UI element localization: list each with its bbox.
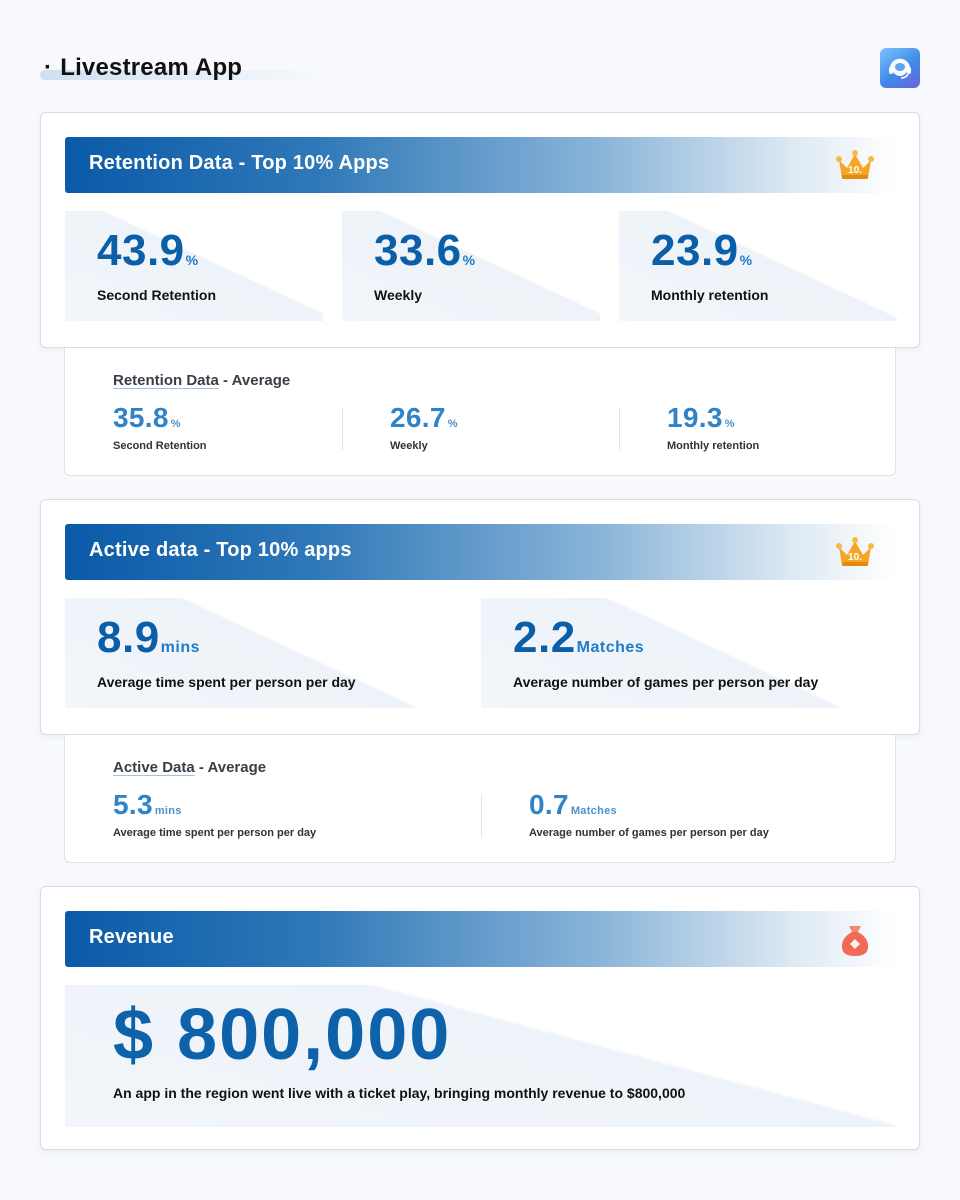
active-avg-title: Active Data - Average — [113, 759, 267, 776]
revenue-description: An app in the region went live with a ti… — [113, 1085, 686, 1101]
metric-label: Monthly retention — [667, 440, 760, 452]
metric-value: 23.9% — [651, 226, 753, 275]
title-underline — [40, 70, 320, 80]
metric-label: Monthly retention — [651, 287, 769, 303]
metric-value: 19.3% — [667, 402, 735, 433]
metric-value: 0.7 Matches — [529, 789, 617, 820]
metric-value: 33.6% — [374, 226, 476, 275]
metric-label: Weekly — [374, 287, 422, 303]
retention-avg-card: Retention Data - Average 35.8% Second Re… — [64, 348, 896, 476]
metric-value: 43.9% — [97, 226, 199, 275]
divider — [619, 408, 620, 450]
metric-value: 8.9mins — [97, 613, 201, 662]
divider — [342, 408, 343, 450]
metric-value: 26.7% — [390, 402, 458, 433]
metric-label: Second Retention — [97, 287, 217, 303]
metric-label: Weekly — [390, 440, 428, 452]
active-top-banner: Active data - Top 10% apps 10. — [65, 524, 897, 580]
retention-top-second: 43.9% Second Retention — [65, 211, 323, 321]
active-avg-games: 0.7 Matches Average number of games per p… — [529, 791, 769, 851]
active-top-games: 2.2Matches Average number of games per p… — [481, 598, 897, 708]
title-bullet: · — [44, 54, 53, 81]
retention-avg-second: 35.8% Second Retention — [113, 404, 207, 464]
retention-top-weekly: 33.6% Weekly — [342, 211, 600, 321]
retention-top-title: Retention Data - Top 10% Apps — [89, 152, 390, 174]
retention-top-card: Retention Data - Top 10% Apps 10. 43.9% … — [40, 112, 920, 348]
revenue-card: Revenue $ 800,000 An app in the region w… — [40, 886, 920, 1150]
metric-label: Second Retention — [113, 440, 207, 452]
metric-value: 35.8% — [113, 402, 181, 433]
retention-top-banner: Retention Data - Top 10% Apps 10. — [65, 137, 897, 193]
metric-value: 2.2Matches — [513, 613, 645, 662]
crown-icon: 10. — [836, 150, 874, 179]
active-top-title: Active data - Top 10% apps — [89, 539, 352, 561]
retention-avg-weekly: 26.7% Weekly — [390, 404, 458, 464]
revenue-value: $ 800,000 — [113, 995, 452, 1075]
active-top-time: 8.9mins Average time spent per person pe… — [65, 598, 465, 708]
active-avg-card: Active Data - Average 5.3 mins Average ti… — [64, 735, 896, 863]
active-avg-time: 5.3 mins Average time spent per person pe… — [113, 791, 316, 851]
crown-icon: 10. — [836, 537, 874, 566]
page-title: · Livestream App — [44, 54, 242, 82]
page-header: · Livestream App — [40, 48, 920, 90]
active-top-card: Active data - Top 10% apps 10. 8.9mins A… — [40, 499, 920, 735]
page-title-text: Livestream App — [60, 54, 243, 81]
crown-badge-text: 10. — [848, 165, 862, 176]
revenue-banner: Revenue — [65, 911, 897, 967]
retention-avg-title: Retention Data - Average — [113, 372, 291, 389]
revenue-block: $ 800,000 An app in the region went live… — [65, 985, 897, 1127]
metric-label: Average number of games per person per d… — [529, 827, 769, 839]
divider — [481, 795, 482, 837]
headset-icon[interactable] — [880, 48, 920, 88]
retention-avg-monthly: 19.3% Monthly retention — [667, 404, 759, 464]
metric-value: 5.3 mins — [113, 789, 182, 820]
retention-top-monthly: 23.9% Monthly retention — [619, 211, 897, 321]
revenue-title: Revenue — [89, 926, 174, 948]
money-bag-icon — [841, 926, 869, 956]
metric-label: Average time spent per person per day — [97, 674, 356, 690]
crown-badge-text: 10. — [848, 552, 862, 563]
metric-label: Average time spent per person per day — [113, 827, 317, 839]
metric-label: Average number of games per person per d… — [513, 674, 819, 690]
